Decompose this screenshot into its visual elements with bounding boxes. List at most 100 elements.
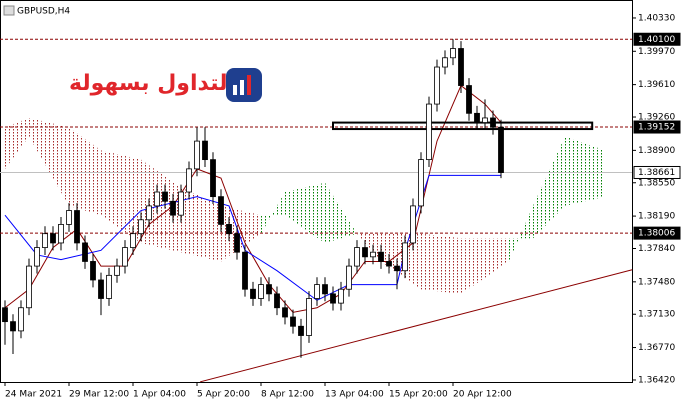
candle-body — [346, 265, 352, 290]
candle-body — [146, 205, 152, 221]
y-tick-label: 1.37840 — [638, 244, 675, 254]
candle-body — [130, 233, 136, 248]
x-tick-label: 29 Mar 12:00 — [69, 390, 129, 400]
level-label-box — [633, 165, 681, 179]
level-label: 1.39152 — [638, 123, 675, 133]
candle-body — [354, 247, 360, 267]
candle-body — [306, 298, 312, 336]
candle-body — [450, 48, 456, 59]
level-label-box — [633, 226, 681, 240]
cloud-segment — [181, 187, 221, 262]
candle-body — [186, 168, 192, 193]
candle-body — [226, 224, 232, 235]
candle-body — [314, 284, 320, 299]
logo-text: التداول بسهولة — [69, 71, 235, 96]
candle-body — [418, 159, 424, 207]
candle-body — [106, 274, 112, 299]
logo-icon — [240, 80, 244, 95]
y-tick-label: 1.38190 — [638, 212, 675, 222]
y-tick-label: 1.39260 — [638, 113, 675, 123]
candle-body — [122, 247, 128, 267]
candle-body — [466, 85, 472, 114]
candle-body — [474, 112, 480, 123]
y-tick-label: 1.37480 — [638, 277, 675, 287]
candle-body — [82, 242, 88, 262]
candle-body — [26, 265, 32, 309]
candle-body — [218, 196, 224, 225]
candle-body — [42, 233, 48, 248]
cloud-segment — [533, 136, 565, 239]
candle-body — [482, 117, 488, 123]
candle-body — [114, 265, 120, 276]
cloud-segment — [5, 117, 29, 169]
x-tick-label: 5 Apr 20:00 — [197, 390, 250, 400]
candle-body — [138, 219, 144, 235]
logo: التداول بسهولة — [69, 68, 262, 102]
level-label: 1.38661 — [638, 168, 675, 178]
logo-icon — [247, 75, 251, 95]
logo-icon — [233, 85, 237, 95]
candle-body — [250, 288, 256, 299]
candle-body — [490, 117, 496, 128]
candle-body — [362, 247, 368, 258]
rectangle-object — [332, 121, 594, 131]
candle-body — [442, 57, 448, 68]
candle-body — [58, 224, 64, 244]
candle-body — [378, 251, 384, 262]
candle-body — [234, 233, 240, 253]
candle-body — [18, 307, 24, 332]
candle-body — [90, 261, 96, 281]
candle-body — [290, 316, 296, 327]
candle-body — [154, 191, 160, 207]
candle-body — [50, 233, 56, 244]
candle-body — [74, 210, 80, 244]
candle-body — [458, 48, 464, 86]
x-tick-label: 15 Apr 20:00 — [389, 390, 448, 400]
symbol-icon — [3, 5, 15, 16]
y-tick-label: 1.37130 — [638, 310, 675, 320]
candle-body — [394, 265, 400, 272]
y-tick-label: 1.36420 — [638, 375, 675, 385]
level-label-box — [633, 32, 681, 46]
y-tick-label: 1.38900 — [638, 146, 675, 156]
candle-body — [434, 66, 440, 105]
y-tick-label: 1.39610 — [638, 80, 675, 90]
candle-body — [402, 242, 408, 272]
candle-body — [34, 247, 40, 267]
indicator-line — [4, 84, 502, 313]
cloud-segment — [565, 136, 605, 206]
x-tick-label: 24 Mar 2021 — [5, 390, 62, 400]
x-tick-label: 1 Apr 04:00 — [133, 390, 186, 400]
candle-body — [202, 140, 208, 161]
candle-body — [258, 284, 264, 299]
level-label: 1.40100 — [638, 35, 675, 45]
y-tick-label: 1.36770 — [638, 343, 675, 353]
candle-body — [426, 103, 432, 161]
y-tick-label: 1.39970 — [638, 47, 675, 57]
candle-body — [2, 307, 8, 323]
candle-body — [66, 210, 72, 225]
candle-body — [170, 200, 176, 216]
candle-body — [10, 321, 16, 332]
y-tick-label: 1.40330 — [638, 13, 675, 23]
level-label: 1.38006 — [638, 229, 675, 239]
candle-body — [210, 159, 216, 198]
candle-body — [338, 288, 344, 304]
level-label-box — [633, 120, 681, 134]
x-tick-label: 20 Apr 12:00 — [453, 390, 512, 400]
candle-body — [266, 284, 272, 295]
chart-title: GBPUSD,H4 — [17, 7, 70, 17]
candle-body — [242, 251, 248, 290]
cloud-segment — [357, 233, 381, 262]
candle-body — [282, 307, 288, 318]
candle-body — [98, 279, 104, 299]
cloud-segment — [29, 117, 69, 206]
cloud-segment — [285, 182, 325, 243]
candle-body — [370, 251, 376, 258]
candle-body — [274, 293, 280, 309]
cloud-segment — [325, 182, 357, 243]
candle-body — [194, 140, 200, 170]
y-tick-label: 1.38550 — [638, 178, 675, 188]
candle-body — [298, 325, 304, 336]
